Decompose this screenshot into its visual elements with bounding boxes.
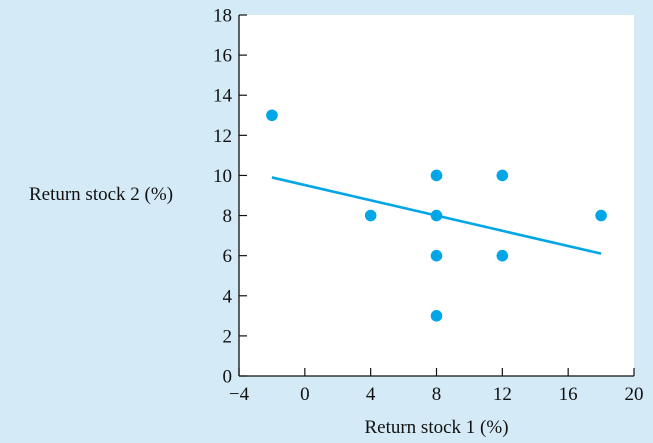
data-point <box>266 109 278 122</box>
points-layer <box>266 109 607 322</box>
x-tick-label: 16 <box>559 384 578 405</box>
x-tick-label: 0 <box>300 384 310 405</box>
y-axis-title: Return stock 2 (%) <box>29 184 173 205</box>
x-axis-title: Return stock 1 (%) <box>364 417 508 438</box>
y-tick-label: 4 <box>223 286 233 307</box>
y-tick-label: 18 <box>213 6 232 27</box>
data-point <box>430 310 443 322</box>
x-tick-label: 8 <box>432 384 442 405</box>
y-tick-label: 0 <box>223 367 233 388</box>
data-point <box>595 209 607 222</box>
y-tick-label: 2 <box>223 326 233 347</box>
y-tick-label: 14 <box>213 86 233 107</box>
y-tick-label: 8 <box>223 206 233 227</box>
y-tick-label: 12 <box>213 126 232 147</box>
data-point <box>430 169 443 182</box>
x-tick-label: 20 <box>625 384 644 405</box>
x-tick-label: 12 <box>493 384 512 405</box>
y-tick-label: 6 <box>223 246 233 267</box>
data-point <box>496 169 509 182</box>
y-tick-label: 16 <box>213 46 232 67</box>
plot-area <box>239 15 634 376</box>
y-tick-label: 10 <box>213 166 232 187</box>
data-point <box>430 209 443 222</box>
data-point <box>364 209 377 222</box>
data-point <box>430 249 443 262</box>
x-tick-label: 4 <box>366 384 376 405</box>
x-tick-label: −4 <box>229 384 250 405</box>
data-point <box>496 249 509 262</box>
